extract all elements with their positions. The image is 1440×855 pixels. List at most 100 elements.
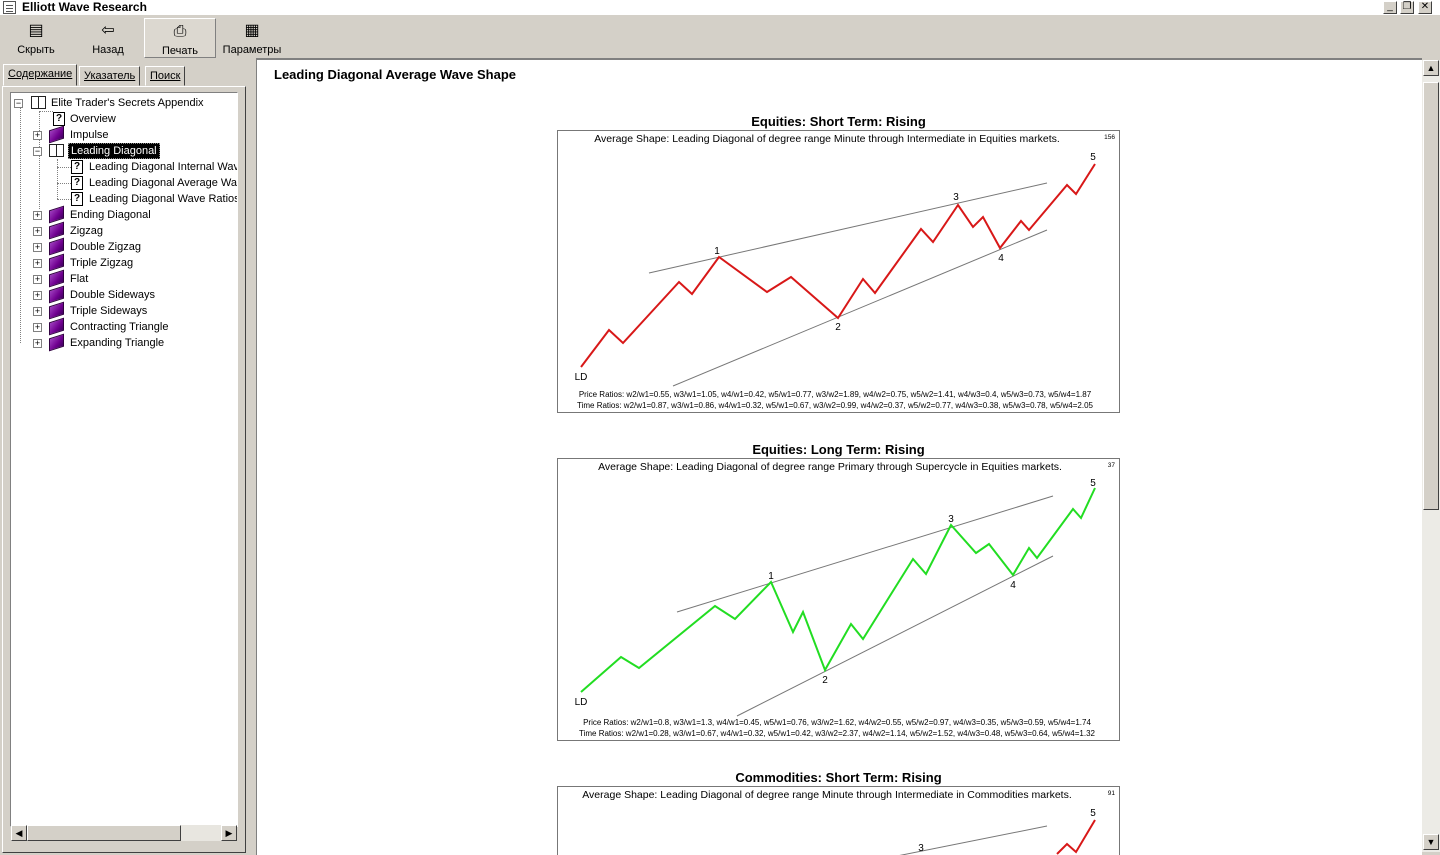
tree-item-label: Impulse: [70, 129, 109, 141]
book-icon: [49, 221, 64, 240]
tree-item-ld-internal[interactable]: ? Leading Diagonal Internal Wave Structu…: [13, 159, 237, 175]
contents-tree[interactable]: − Elite Trader's Secrets Appendix ? Over…: [10, 92, 238, 827]
tree-item-root[interactable]: − Elite Trader's Secrets Appendix: [13, 95, 237, 111]
wave-label-2: 2: [822, 675, 828, 686]
wave-line: [580, 487, 1096, 693]
tree-item-label: Contracting Triangle: [70, 321, 169, 333]
tree-item-contracting-triangle[interactable]: + Contracting Triangle: [13, 317, 237, 336]
book-icon: [49, 269, 64, 288]
collapse-icon[interactable]: −: [14, 98, 23, 108]
scroll-right-icon[interactable]: ▶: [221, 825, 237, 841]
tree-item-overview[interactable]: ? Overview: [13, 111, 237, 127]
expand-icon[interactable]: +: [33, 226, 42, 236]
chart-frame: [557, 130, 1120, 413]
tree-item-label: Leading Diagonal: [68, 143, 160, 159]
scroll-thumb[interactable]: [27, 825, 181, 841]
chart-plot: Average Shape: Leading Diagonal of degre…: [557, 458, 1120, 741]
chart-subtitle: Average Shape: Leading Diagonal of degre…: [594, 133, 1060, 145]
chart-equities-long: Equities: Long Term: Rising Average Shap…: [557, 442, 1120, 742]
tree-item-label: Expanding Triangle: [70, 337, 165, 349]
expand-icon[interactable]: +: [33, 338, 42, 348]
expand-icon[interactable]: +: [33, 242, 42, 252]
tree-item-leading-diagonal[interactable]: − Leading Diagonal: [13, 143, 237, 159]
chart-equities-short: Equities: Short Term: Rising Average Sha…: [557, 114, 1120, 414]
tree-item-ending-diagonal[interactable]: + Ending Diagonal: [13, 205, 237, 224]
hide-button[interactable]: ▤ Скрыть: [6, 18, 66, 58]
expand-icon[interactable]: +: [33, 258, 42, 268]
minimize-button[interactable]: _: [1383, 1, 1397, 14]
scroll-up-icon[interactable]: ▲: [1423, 60, 1439, 76]
wave-label-5: 5: [1090, 478, 1096, 489]
options-button[interactable]: ▦ Параметры: [220, 18, 284, 58]
tree-item-ld-ratios[interactable]: ? Leading Diagonal Wave Ratios: [13, 191, 237, 207]
content-vertical-scrollbar[interactable]: ▲ ▼: [1422, 60, 1440, 852]
restore-button[interactable]: ❐: [1400, 1, 1414, 14]
wave-label-5: 5: [1090, 152, 1096, 163]
chart-frame: [557, 786, 1120, 855]
wave-label-1: 1: [714, 246, 720, 257]
chart-subtitle: Average Shape: Leading Diagonal of degre…: [582, 789, 1072, 801]
chart-commodities-short: Commodities: Short Term: Rising Average …: [557, 770, 1120, 855]
tree-item-label: Leading Diagonal Wave Ratios: [89, 193, 238, 205]
price-ratios: Price Ratios: w2/w1=0.55, w3/w1=1.05, w4…: [579, 390, 1092, 399]
tree-item-label: Leading Diagonal Average Wave Shape: [89, 177, 237, 189]
tab-index[interactable]: Указатель: [79, 66, 141, 86]
wave-label-3: 3: [948, 514, 954, 525]
help-topic-icon: ?: [53, 112, 65, 126]
pane-splitter[interactable]: [250, 58, 256, 855]
lower-trendline: [672, 229, 1048, 387]
back-button[interactable]: ⇦ Назад: [78, 18, 138, 58]
scroll-down-icon[interactable]: ▼: [1423, 834, 1439, 850]
upper-trendline: [676, 495, 1054, 613]
tab-frame: [2, 86, 246, 853]
expand-icon[interactable]: +: [33, 210, 42, 220]
wave-label-ld: LD: [575, 372, 588, 383]
expand-icon[interactable]: +: [33, 306, 42, 316]
options-button-label: Параметры: [222, 44, 282, 56]
topic-content: Leading Diagonal Average Wave Shape Equi…: [256, 58, 1422, 855]
tree-item-double-sideways[interactable]: + Double Sideways: [13, 285, 237, 304]
tree-item-impulse[interactable]: + Impulse: [13, 125, 237, 144]
tab-search[interactable]: Поиск: [145, 66, 186, 86]
tree-item-flat[interactable]: + Flat: [13, 269, 237, 288]
tree-horizontal-scrollbar[interactable]: ◀ ▶: [11, 825, 237, 841]
chart-subtitle: Average Shape: Leading Diagonal of degre…: [598, 461, 1062, 473]
tree-item-zigzag[interactable]: + Zigzag: [13, 221, 237, 240]
tab-contents[interactable]: Содержание: [3, 64, 78, 86]
book-icon: [49, 205, 64, 224]
tree-item-expanding-triangle[interactable]: + Expanding Triangle: [13, 333, 237, 352]
wave-label-4: 4: [1010, 580, 1016, 591]
tree-item-triple-sideways[interactable]: + Triple Sideways: [13, 301, 237, 320]
tree-item-triple-zigzag[interactable]: + Triple Zigzag: [13, 253, 237, 272]
tree-item-double-zigzag[interactable]: + Double Zigzag: [13, 237, 237, 256]
back-button-label: Назад: [92, 44, 124, 56]
help-book-icon: [3, 1, 16, 14]
expand-icon[interactable]: +: [33, 130, 42, 140]
close-button[interactable]: ✕: [1418, 1, 1432, 14]
hide-pane-icon: ▤: [28, 22, 44, 39]
help-topic-icon: ?: [71, 192, 83, 206]
page-title: Leading Diagonal Average Wave Shape: [274, 67, 517, 82]
scroll-thumb[interactable]: [1423, 82, 1439, 510]
chart-plot: Average Shape: Leading Diagonal of degre…: [557, 786, 1120, 855]
wave-label-4: 4: [998, 253, 1004, 264]
chart-frame: [557, 458, 1120, 741]
open-book-icon: [49, 144, 64, 157]
tree-item-label: Leading Diagonal Internal Wave Structure: [89, 161, 237, 173]
tree-item-ld-average[interactable]: ? Leading Diagonal Average Wave Shape: [13, 175, 237, 191]
scroll-left-icon[interactable]: ◀: [11, 825, 27, 841]
book-icon: [49, 253, 64, 272]
expand-icon[interactable]: +: [33, 290, 42, 300]
tree-item-label: Flat: [70, 273, 89, 285]
expand-icon[interactable]: +: [33, 274, 42, 284]
chart-plot: Average Shape: Leading Diagonal of degre…: [557, 130, 1120, 413]
window-title: Elliott Wave Research: [22, 0, 147, 14]
wave-label-ld: LD: [575, 697, 588, 708]
tree-item-label: Triple Zigzag: [70, 257, 134, 269]
collapse-icon[interactable]: −: [33, 146, 42, 156]
upper-trendline: [648, 182, 1048, 274]
expand-icon[interactable]: +: [33, 322, 42, 332]
print-button[interactable]: ⎙ Печать: [144, 18, 216, 58]
wave-line: [1056, 819, 1096, 855]
chart-title: Commodities: Short Term: Rising: [735, 770, 942, 785]
